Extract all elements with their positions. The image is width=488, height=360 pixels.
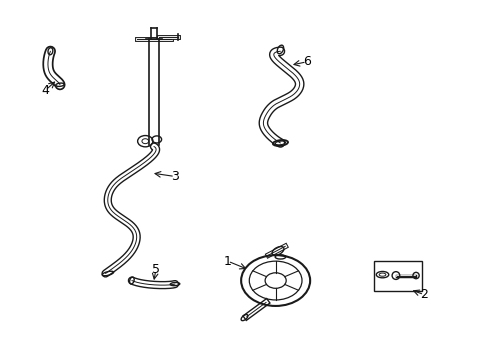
Text: 1: 1 [224, 255, 231, 267]
Text: 6: 6 [302, 55, 310, 68]
Text: 5: 5 [152, 264, 160, 276]
Text: 3: 3 [171, 170, 179, 183]
Text: 2: 2 [419, 288, 427, 301]
Text: 4: 4 [41, 84, 49, 96]
